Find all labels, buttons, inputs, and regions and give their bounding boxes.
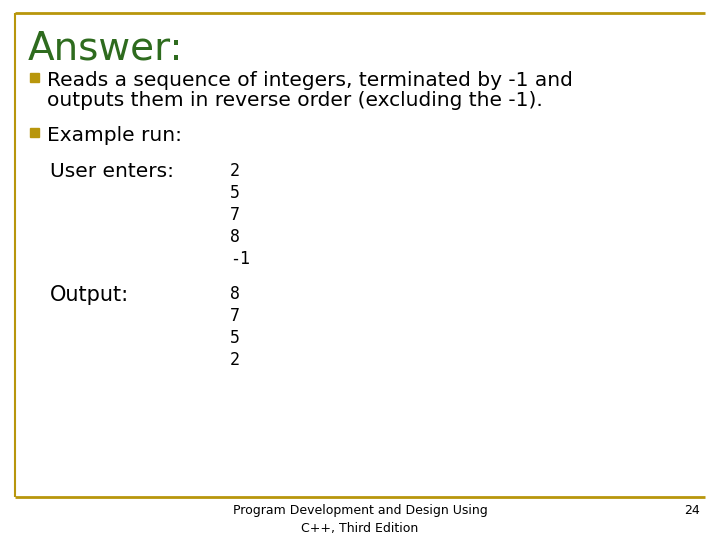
Text: 2: 2	[230, 351, 240, 369]
Text: Reads a sequence of integers, terminated by -1 and: Reads a sequence of integers, terminated…	[47, 71, 573, 90]
Bar	[30, 73, 39, 82]
Text: 8: 8	[230, 228, 240, 246]
Text: 24: 24	[684, 504, 700, 517]
Text: Example run:: Example run:	[47, 126, 182, 145]
Text: Output:: Output:	[50, 285, 129, 305]
Text: 5: 5	[230, 184, 240, 202]
Text: Answer:: Answer:	[28, 30, 184, 68]
Text: 7: 7	[230, 307, 240, 325]
Text: 7: 7	[230, 206, 240, 224]
Text: User enters:: User enters:	[50, 162, 174, 181]
Bar	[30, 128, 39, 137]
Text: Program Development and Design Using
C++, Third Edition: Program Development and Design Using C++…	[233, 504, 487, 535]
Text: 8: 8	[230, 285, 240, 303]
Text: outputs them in reverse order (excluding the -1).: outputs them in reverse order (excluding…	[47, 91, 543, 110]
Text: 5: 5	[230, 329, 240, 347]
Text: -1: -1	[230, 250, 250, 268]
Text: 2: 2	[230, 162, 240, 180]
